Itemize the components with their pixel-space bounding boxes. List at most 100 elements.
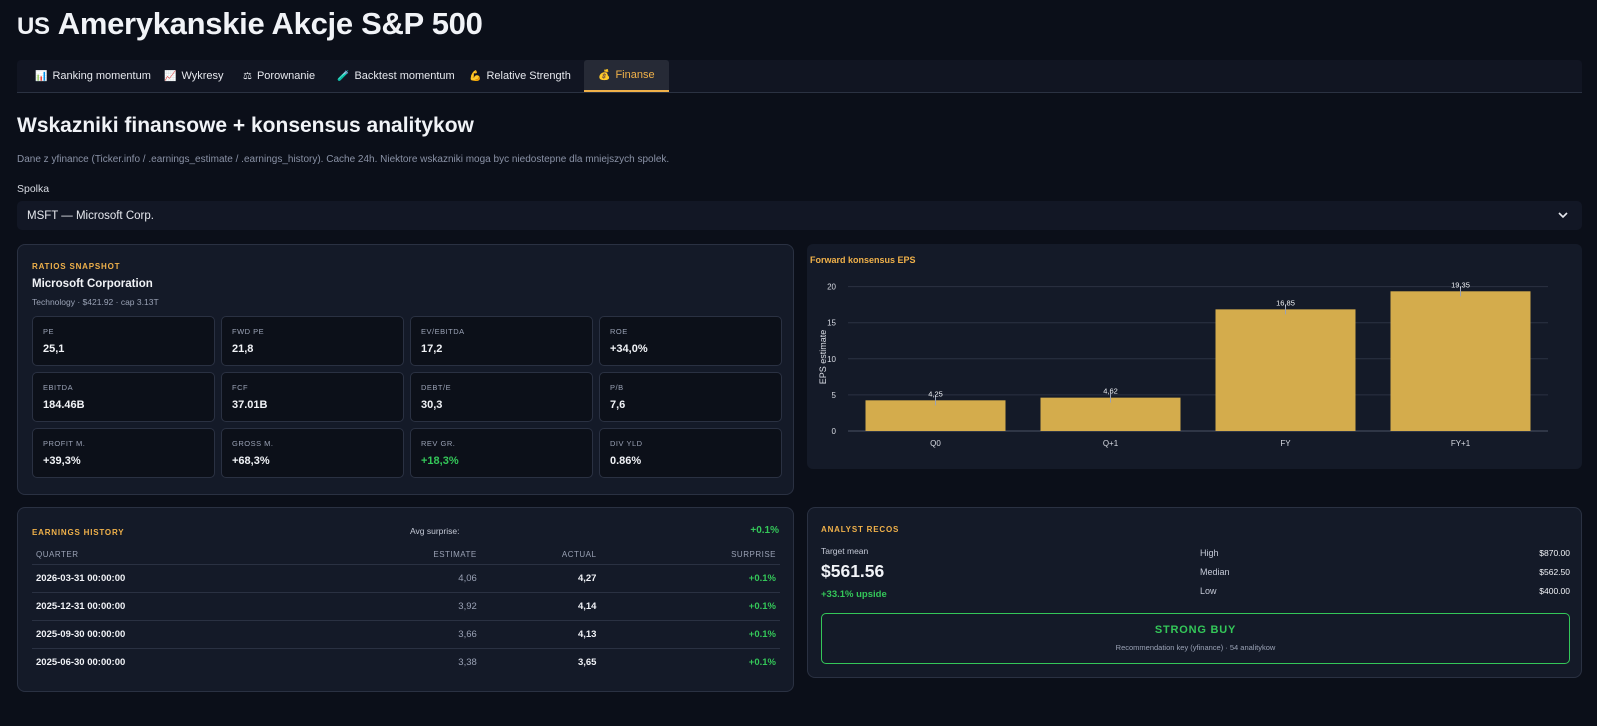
pt-value: $562.50 <box>1539 567 1570 577</box>
metric-grid: PE 25,1 FWD PE 21,8 EV/EBITDA 17,2 ROE +34,0… <box>32 316 782 478</box>
quarter-cell: 2025-06-30 00:00:00 <box>36 656 126 668</box>
pt-label: Low <box>1200 586 1217 596</box>
metric-value: 17,2 <box>421 343 443 355</box>
metric-value: +68,3% <box>232 455 270 467</box>
metric-label: DIV YLD <box>610 439 643 448</box>
price-target-high: High $870.00 <box>1200 548 1570 558</box>
metric-profit-margin: PROFIT M. +39,3% <box>32 428 215 478</box>
metric-value: 30,3 <box>421 399 443 411</box>
column-header: QUARTER <box>32 546 332 565</box>
metric-value: +18,3% <box>421 455 459 467</box>
tab-backtest-momentum[interactable]: 🧪 Backtest momentum <box>323 60 469 92</box>
avg-surprise-value: +0.1% <box>750 525 779 536</box>
recommendation-source: Recommendation key (yfinance) · 54 anali… <box>1115 643 1276 652</box>
metric-label: EV/EBITDA <box>421 327 465 336</box>
metric-label: PROFIT M. <box>43 439 86 448</box>
pt-label: Median <box>1200 567 1230 577</box>
ratios-snapshot-card: RATIOS SNAPSHOT Microsoft Corporation Te… <box>17 244 794 495</box>
metric-value: 21,8 <box>232 343 254 355</box>
actual-cell: 4,13 <box>480 620 601 649</box>
surprise-cell: +0.1% <box>600 564 780 593</box>
metric-value: 37.01B <box>232 399 268 411</box>
tab-finanse[interactable]: 💰 Finanse <box>584 60 669 92</box>
company-select-value: MSFT — Microsoft Corp. <box>27 209 154 222</box>
metric-value: 7,6 <box>610 399 626 411</box>
target-mean-value: $561.56 <box>821 561 885 581</box>
y-tick-label: 5 <box>832 391 837 400</box>
metric-fcf: FCF 37.01B <box>221 372 404 422</box>
metric-value: 25,1 <box>43 343 65 355</box>
page-subtitle: Dane z yfinance (Ticker.info / .earnings… <box>17 154 670 165</box>
tab-relative-strength[interactable]: 💪 Relative Strength <box>455 60 585 92</box>
tab-wykresy[interactable]: 📈 Wykresy <box>150 60 238 92</box>
actual-cell: 4,27 <box>480 564 601 593</box>
estimate-cell: 3,92 <box>331 592 481 621</box>
y-tick-label: 10 <box>827 355 836 364</box>
metric-label: EBITDA <box>43 383 74 392</box>
quarter-cell: 2025-09-30 00:00:00 <box>32 620 332 649</box>
bar-fy-1 <box>1390 291 1531 431</box>
muscle-icon: 💪 <box>469 70 482 82</box>
tab-ranking-momentum[interactable]: 📊 Ranking momentum <box>21 60 165 92</box>
upside-value: +33.1% upside <box>821 589 887 600</box>
test-tube-icon: 🧪 <box>337 70 350 82</box>
y-tick-label: 0 <box>832 427 837 436</box>
ratios-card-label: RATIOS SNAPSHOT <box>32 262 121 271</box>
quarter-cell: 2025-12-31 00:00:00 <box>32 592 332 621</box>
company-meta: Technology · $421.92 · cap 3.13T <box>32 297 159 307</box>
eps-chart-card: Forward konsensus EPS 0 5 10 15 20 EPS estima… <box>807 244 1582 469</box>
tab-label: Backtest momentum <box>354 70 455 82</box>
data-label: 19,35 <box>1451 280 1470 289</box>
bar-q-1 <box>1040 397 1181 431</box>
tab-porownanie[interactable]: ⚖ Porownanie <box>229 60 329 92</box>
y-tick-label: 15 <box>827 319 836 328</box>
company-select[interactable]: MSFT — Microsoft Corp. <box>17 201 1582 230</box>
chart-title: Forward konsensus EPS <box>810 255 916 265</box>
recommendation-verdict: STRONG BUY <box>1154 624 1237 636</box>
metric-value: +34,0% <box>610 343 648 355</box>
target-mean-label: Target mean <box>821 546 869 556</box>
table-header-row: QUARTER ESTIMATE ACTUAL SURPRISE <box>32 546 780 565</box>
tab-label: Finanse <box>615 69 655 81</box>
metric-pb: P/B 7,6 <box>599 372 782 422</box>
surprise-cell: +0.1% <box>748 656 776 668</box>
metric-ev-ebitda: EV/EBITDA 17,2 <box>410 316 593 366</box>
data-label: 16,85 <box>1276 298 1295 307</box>
earnings-table: QUARTER ESTIMATE ACTUAL SURPRISE 2026-03… <box>32 546 780 676</box>
table-row: 2025-09-30 00:00:00 3,66 4,13 +0.1% <box>32 620 780 649</box>
app-title: US Amerykanskie Akcje S&P 500 <box>17 6 483 42</box>
x-tick-label: Q+1 <box>1103 439 1119 448</box>
pt-value: $870.00 <box>1539 548 1570 558</box>
column-header: SURPRISE <box>600 546 780 565</box>
line-chart-icon: 📈 <box>164 70 177 82</box>
data-label: 4,62 <box>1103 387 1118 396</box>
metric-fwd-pe: FWD PE 21,8 <box>221 316 404 366</box>
y-axis-label: EPS estimate <box>818 330 828 385</box>
table-row: 2025-12-31 00:00:00 3,92 4,14 +0.1% <box>32 592 780 621</box>
metric-label: GROSS M. <box>232 439 274 448</box>
company-select-label: Spolka <box>17 183 50 195</box>
metric-label: FCF <box>232 383 249 392</box>
metric-revenue-growth: REV GR. +18,3% <box>410 428 593 478</box>
metric-gross-margin: GROSS M. +68,3% <box>221 428 404 478</box>
surprise-cell: +0.1% <box>600 620 780 649</box>
metric-debt-equity: DEBT/E 30,3 <box>410 372 593 422</box>
metric-value: +39,3% <box>43 455 81 467</box>
recommendation-box: STRONG BUY Recommendation key (yfinance)… <box>821 613 1570 664</box>
quarter-cell: 2026-03-31 00:00:00 <box>32 564 332 593</box>
x-tick-label: Q0 <box>930 439 941 448</box>
metric-roe: ROE +34,0% <box>599 316 782 366</box>
price-target-low: Low $400.00 <box>1200 586 1570 596</box>
table-row: 2025-06-30 00:00:00 3,38 3,65 +0.1% <box>32 648 780 676</box>
tab-bar-background <box>17 60 1582 92</box>
metric-label: DEBT/E <box>421 383 452 392</box>
metric-label: FWD PE <box>232 327 265 336</box>
tab-label: Relative Strength <box>486 70 571 82</box>
chevron-down-icon <box>1558 212 1568 219</box>
tab-label: Porownanie <box>256 70 316 82</box>
avg-surprise-label: Avg surprise: <box>410 526 460 536</box>
actual-cell: 3,65 <box>577 656 597 668</box>
earnings-card-label: EARNINGS HISTORY <box>32 528 125 537</box>
pt-label: High <box>1200 548 1219 558</box>
scales-icon: ⚖ <box>243 70 252 82</box>
